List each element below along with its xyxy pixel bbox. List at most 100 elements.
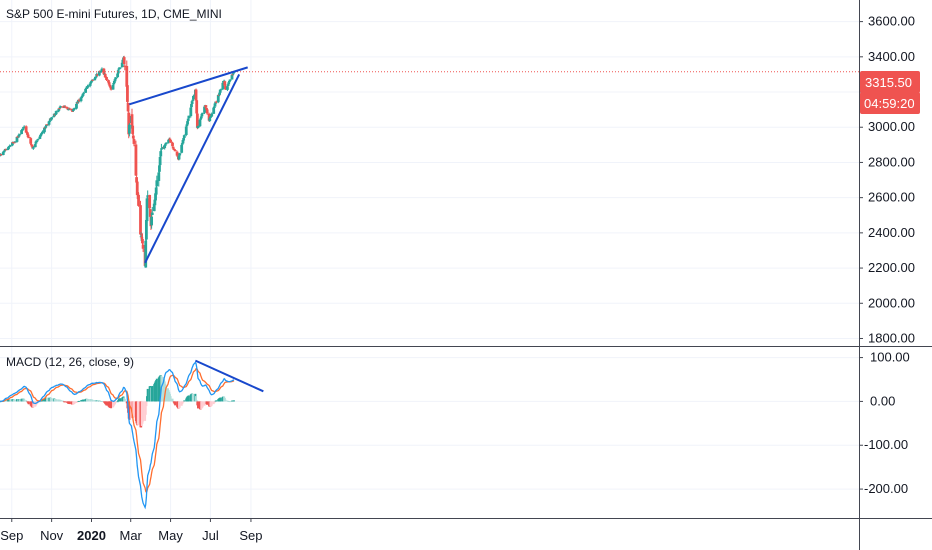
macd-histogram-bar <box>4 399 7 402</box>
candle-body <box>163 145 167 149</box>
trendlines[interactable] <box>129 66 264 393</box>
candle-body <box>182 135 186 138</box>
candle-body <box>212 106 216 108</box>
time-tick-label: Jul <box>202 528 219 543</box>
candle-body <box>18 134 22 136</box>
candle-body <box>90 81 93 83</box>
candle-body <box>26 132 29 135</box>
time-axis[interactable]: Sep Nov 2020 Mar May Jul Sep <box>0 518 263 543</box>
macd-histogram-bar <box>59 399 62 402</box>
candle-body <box>76 102 80 104</box>
candle-body <box>111 84 115 90</box>
candle-body <box>135 181 139 196</box>
candle-body <box>125 65 129 87</box>
candle-body <box>20 130 23 135</box>
candle-body <box>105 77 108 80</box>
candle-body <box>154 193 157 201</box>
candle-body <box>178 153 182 156</box>
candle-body <box>36 139 40 141</box>
candle-body <box>108 84 112 87</box>
macd-histogram-bar <box>219 397 222 402</box>
candle-body <box>201 112 204 114</box>
candle-body <box>208 118 212 122</box>
candle-body <box>212 107 216 114</box>
candle-body <box>4 149 8 151</box>
macd-legend[interactable]: MACD (12, 26, close, 9) <box>6 355 134 369</box>
macd-histogram-bar <box>87 399 90 402</box>
macd-histogram-bar <box>82 399 85 402</box>
candle-body <box>0 155 2 157</box>
candle-body <box>191 99 195 101</box>
candle-body <box>153 199 157 206</box>
candle-body <box>135 177 138 183</box>
candle-body <box>195 113 199 128</box>
candle-body <box>33 144 37 148</box>
macd-axis[interactable]: 100.00 0.00 -100.00 -200.00 <box>859 350 910 497</box>
macd-histogram-bar <box>14 399 17 402</box>
candle-body <box>134 144 138 176</box>
candle-body <box>97 71 101 76</box>
candle-body <box>80 95 84 97</box>
candle-body <box>107 80 110 83</box>
candle-body <box>227 80 231 83</box>
candle-body <box>86 85 90 87</box>
candle-body <box>59 106 63 108</box>
macd-histogram-bar <box>144 401 147 415</box>
macd-histogram-bar <box>18 399 21 402</box>
candle-body <box>6 148 10 151</box>
candle-body <box>199 118 203 120</box>
price-trendline <box>129 66 248 106</box>
candle-body <box>73 108 76 110</box>
candle-body <box>131 135 135 139</box>
candle-body <box>103 73 107 78</box>
symbol-legend[interactable]: S&P 500 E-mini Futures, 1D, CME_MINI <box>6 7 222 21</box>
macd-histogram-bar <box>164 385 167 402</box>
candle-body <box>26 134 30 138</box>
candle-body <box>221 82 225 90</box>
price-tick-label: 2400.00 <box>868 225 915 240</box>
candle-body <box>9 145 12 147</box>
candle-body <box>187 115 191 119</box>
candle-body <box>180 144 184 153</box>
candle-body <box>34 141 38 144</box>
candle-body <box>57 108 61 111</box>
candle-body <box>79 97 83 102</box>
macd-histogram-bar <box>32 401 35 408</box>
macd-histogram-bar <box>41 399 44 402</box>
candle-body <box>113 79 117 82</box>
candle-body <box>169 139 172 143</box>
candle-body <box>164 142 168 145</box>
price-axis[interactable]: 3600.003400.003200.003000.002800.002600.… <box>859 14 915 346</box>
candle-body <box>114 77 118 80</box>
candle-body <box>38 136 42 139</box>
candle-body <box>40 132 44 134</box>
candle-body <box>139 236 143 238</box>
macd-histogram-bar <box>215 400 218 402</box>
candle-body <box>171 142 174 147</box>
candlestick-series <box>0 55 859 268</box>
candle-body <box>117 68 121 70</box>
candle-body <box>213 103 217 107</box>
candle-body <box>185 124 189 127</box>
price-tick-label: 2200.00 <box>868 260 915 275</box>
candle-body <box>82 92 86 94</box>
candle-body <box>209 115 213 117</box>
candle-body <box>218 89 222 93</box>
macd-trendline <box>194 359 264 393</box>
candle-body <box>107 82 111 85</box>
candle-body <box>141 244 145 249</box>
candle-body <box>217 94 221 96</box>
candle-body <box>219 89 223 91</box>
macd-histogram-bar <box>197 401 200 409</box>
candle-body <box>86 86 89 88</box>
candle-body <box>130 114 134 126</box>
candle-body <box>71 109 75 111</box>
macd-histogram-bar <box>145 401 148 407</box>
macd-histogram-bar <box>64 401 67 403</box>
candle-body <box>116 73 120 78</box>
candle-body <box>167 139 171 143</box>
candle-body <box>116 70 120 74</box>
candle-body <box>148 194 152 209</box>
